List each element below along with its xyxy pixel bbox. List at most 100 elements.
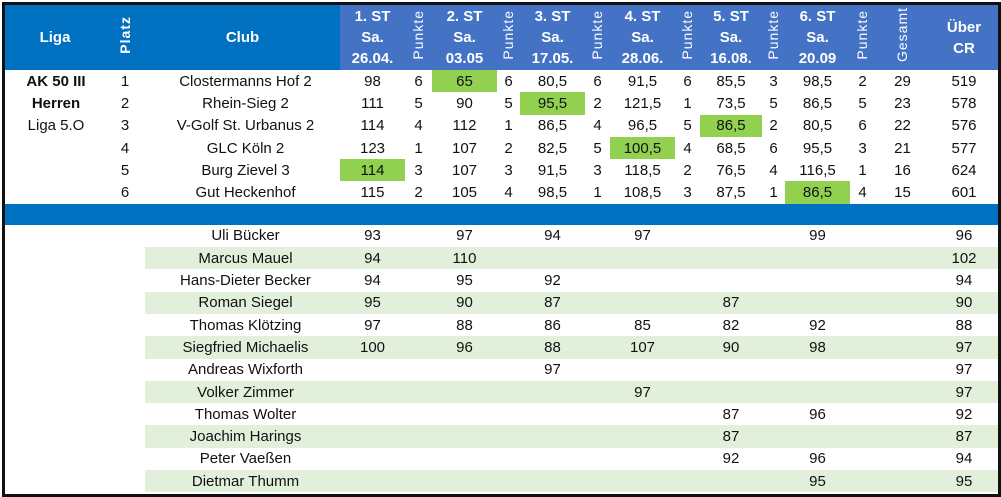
- stage-score-cell: 105: [451, 184, 478, 202]
- empty-cell: [875, 359, 930, 381]
- stage-score-cell: 76,5: [716, 161, 746, 179]
- stage-score-cell: 80,5: [802, 117, 833, 135]
- player-score-cell: 87: [700, 291, 762, 314]
- player-score-cell: [700, 247, 762, 270]
- cr-cell: 578: [951, 94, 977, 112]
- stage-title: 2. ST: [446, 8, 483, 25]
- player-score-cell: 92: [544, 272, 561, 290]
- stage-points-cell: 2: [858, 72, 867, 90]
- empty-cell: [405, 247, 432, 270]
- stage-score-cell: 91,5: [627, 72, 658, 90]
- stage-title: 1. ST: [354, 8, 391, 25]
- player-score-cell: [520, 380, 585, 404]
- header-stage-4: 4. ST Sa. 28.06.: [610, 5, 675, 70]
- player-row: Uli Bücker 93 97 94 97 99 96: [5, 225, 998, 247]
- stage-date: 03.05: [445, 50, 484, 67]
- empty-cell: [762, 314, 785, 336]
- cr-cell: 519: [951, 72, 977, 90]
- header-stage-6: 6. ST Sa. 20.09: [785, 5, 850, 70]
- stage-score-cell: 108,5: [623, 184, 662, 202]
- spacer-cell: [5, 269, 145, 291]
- player-name-cell: Peter Vaeßen: [199, 450, 292, 468]
- player-name-cell: Dietmar Thumm: [145, 470, 340, 493]
- team-row: 4 GLC Köln 2 123 1 107 2 82,5 5 100,5 4 68,5 6 95,5 3…: [5, 136, 998, 160]
- player-cr-cell: 92: [955, 405, 973, 423]
- spacer-cell: [5, 247, 145, 269]
- stage-score-cell: 86,5: [700, 114, 762, 137]
- header-punkte: Punkte: [585, 5, 610, 70]
- empty-cell: [585, 269, 610, 291]
- player-cr-cell: 96: [955, 227, 973, 245]
- stage-score-cell: 85,5: [716, 72, 746, 90]
- player-score-cell: 107: [610, 336, 675, 359]
- player-score-cell: [610, 470, 675, 493]
- empty-cell: [585, 380, 610, 404]
- player-row: Thomas Klötzing 97 88 86 85 82 92 88: [5, 314, 998, 336]
- player-score-cell: [432, 425, 497, 448]
- empty-cell: [850, 291, 875, 314]
- empty-cell: [850, 425, 875, 448]
- empty-cell: [497, 314, 520, 336]
- empty-cell: [405, 470, 432, 493]
- player-score-cell: 87: [520, 291, 585, 314]
- spacer-cell: [5, 336, 145, 358]
- header-liga: Liga: [5, 5, 105, 70]
- stage-points-cell: 1: [683, 94, 692, 112]
- club-cell: Burg Zievel 3: [201, 161, 290, 179]
- stage-score-cell: 107: [451, 139, 478, 157]
- stage-date: 16.08.: [710, 50, 752, 67]
- player-score-cell: 88: [456, 316, 473, 334]
- player-score-cell: [700, 269, 762, 291]
- empty-cell: [497, 269, 520, 291]
- gesamt-cell: 16: [894, 161, 911, 179]
- stage-score-cell: 114: [340, 159, 405, 182]
- header-punkte-label: Punkte: [679, 9, 695, 60]
- club-cell: V-Golf St. Urbanus 2: [176, 117, 315, 135]
- player-score-cell: 90: [432, 291, 497, 314]
- club-cell: Clostermanns Hof 2: [179, 72, 312, 90]
- header-platz: Platz: [105, 5, 145, 70]
- empty-cell: [850, 380, 875, 404]
- team-row: 6 Gut Heckenhof 115 2 105 4 98,5 1 108,5 3 87,5 1 86…: [5, 181, 998, 204]
- platz-cell: 3: [120, 117, 130, 135]
- empty-cell: [497, 225, 520, 247]
- empty-cell: [850, 359, 875, 381]
- player-row: Hans-Dieter Becker 94 95 92 94: [5, 269, 998, 291]
- stage-points-cell: 6: [593, 72, 602, 90]
- player-score-cell: [520, 403, 585, 425]
- empty-cell: [875, 314, 930, 336]
- empty-cell: [405, 403, 432, 425]
- empty-cell: [850, 269, 875, 291]
- stage-score-cell: 90: [456, 94, 473, 112]
- empty-cell: [875, 247, 930, 270]
- stage-score-cell: 91,5: [537, 161, 568, 179]
- gesamt-cell: 21: [894, 139, 911, 157]
- stage-points-cell: 5: [858, 94, 867, 112]
- player-cr-cell: 87: [930, 425, 998, 448]
- club-cell: Rhein-Sieg 2: [202, 94, 289, 112]
- player-score-cell: [340, 470, 405, 493]
- header-punkte: Punkte: [405, 5, 432, 70]
- player-cr-cell: 97: [930, 336, 998, 359]
- stage-score-cell: 107: [451, 161, 478, 179]
- stage-points-cell: 3: [769, 72, 778, 90]
- player-cr-cell: 94: [955, 450, 973, 468]
- header-club: Club: [145, 5, 340, 70]
- header-punkte: Punkte: [497, 5, 520, 70]
- stage-score-cell: 82,5: [537, 139, 568, 157]
- header-stage-3: 3. ST Sa. 17.05.: [520, 5, 585, 70]
- player-score-cell: 97: [610, 380, 675, 404]
- empty-cell: [850, 247, 875, 270]
- stage-points-cell: 4: [414, 117, 423, 135]
- empty-cell: [497, 403, 520, 425]
- header-punkte: Punkte: [850, 5, 875, 70]
- spacer-cell: [5, 359, 145, 381]
- player-score-cell: 92: [722, 450, 740, 468]
- empty-cell: [585, 291, 610, 314]
- empty-cell: [762, 403, 785, 425]
- platz-cell: 1: [120, 72, 130, 90]
- player-score-cell: 99: [809, 227, 826, 245]
- player-score-cell: [520, 470, 585, 493]
- player-score-cell: 94: [364, 272, 381, 290]
- empty-cell: [875, 269, 930, 291]
